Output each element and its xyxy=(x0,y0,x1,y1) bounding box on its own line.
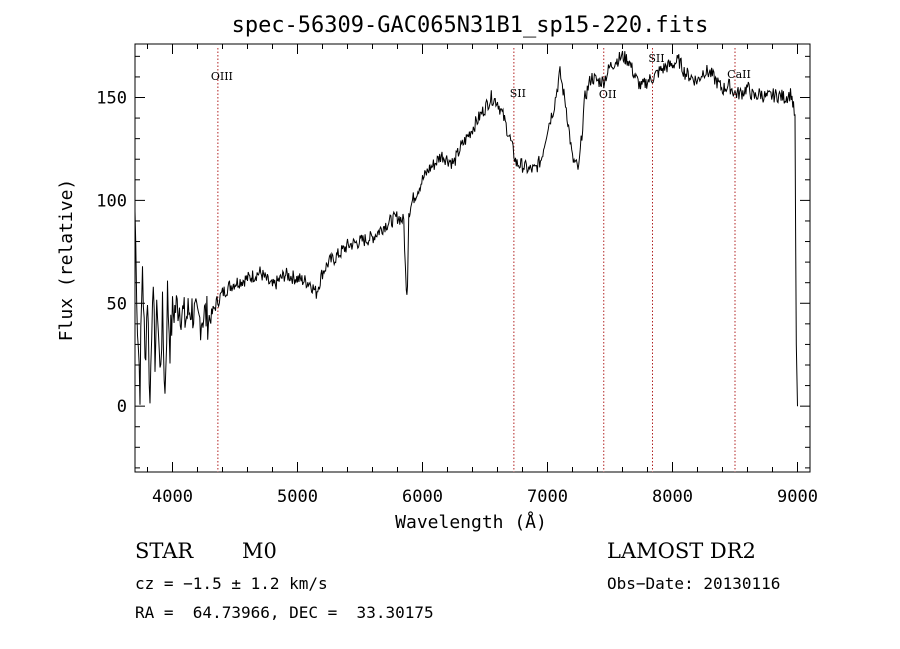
y-tick-label: 100 xyxy=(96,191,127,211)
line-markers: OIII SII OII SII CaII xyxy=(211,48,751,472)
y-axis-label: Flux (relative) xyxy=(56,179,77,342)
coordinates: RA = 64.73966, DEC = 33.30175 xyxy=(135,603,434,622)
spectrum-series xyxy=(134,50,798,407)
line-marker-label: SII xyxy=(510,87,526,100)
object-subclass: M0 xyxy=(242,539,277,563)
line-marker-label: OII xyxy=(599,88,617,101)
chart-title: spec-56309-GAC065N31B1_sp15-220.fits xyxy=(232,13,709,38)
survey-name: LAMOST DR2 xyxy=(607,539,756,563)
y-tick-label: 0 xyxy=(117,397,127,417)
observation-date: Obs−Date: 20130116 xyxy=(607,574,781,593)
x-tick-label: 4000 xyxy=(152,487,193,507)
line-marker-label: CaII xyxy=(727,68,751,81)
tick-labels: 4000 5000 6000 7000 8000 9000 0 50 100 150 xyxy=(96,89,818,508)
line-marker-label: SII xyxy=(648,52,664,65)
spectrum-line xyxy=(134,50,798,407)
x-tick-label: 8000 xyxy=(652,487,693,507)
x-tick-label: 6000 xyxy=(402,487,443,507)
x-tick-label: 5000 xyxy=(277,487,318,507)
x-tick-label: 9000 xyxy=(777,487,818,507)
object-class: STAR xyxy=(135,539,194,563)
redshift-velocity: cz = −1.5 ± 1.2 km/s xyxy=(135,574,328,593)
y-tick-label: 50 xyxy=(107,294,127,314)
x-tick-label: 7000 xyxy=(527,487,568,507)
line-marker-label: OIII xyxy=(211,70,233,83)
y-tick-label: 150 xyxy=(96,89,127,109)
x-axis-label: Wavelength (Å) xyxy=(395,511,547,533)
